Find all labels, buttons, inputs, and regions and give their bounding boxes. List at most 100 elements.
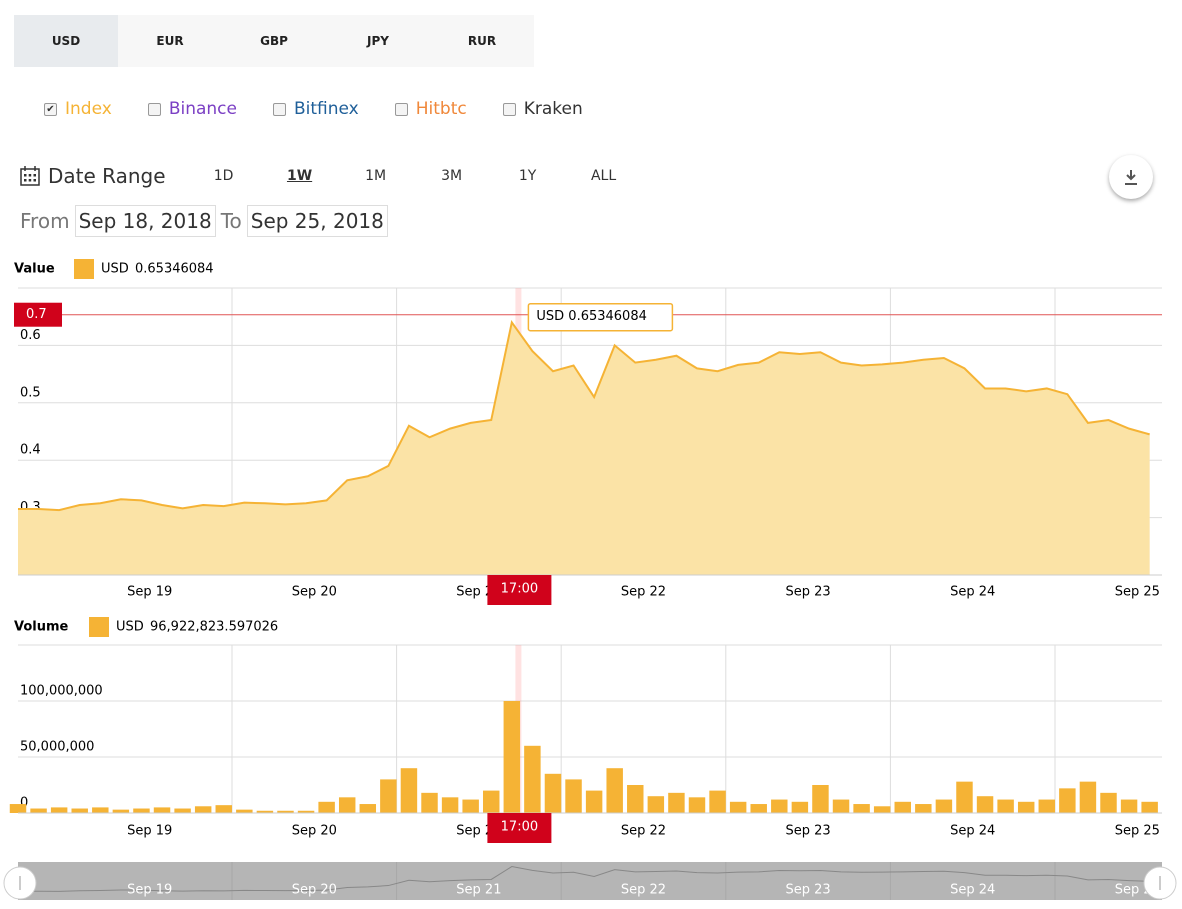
- navigator-tick-label: Sep 21: [456, 883, 501, 898]
- checkbox[interactable]: [394, 102, 408, 116]
- volume-bar: [71, 808, 88, 813]
- volume-bar: [1079, 781, 1097, 813]
- volume-bar: [585, 790, 603, 813]
- volume-bar: [400, 768, 418, 813]
- navigator-tick-label: Sep 23: [786, 883, 831, 898]
- range-option[interactable]: 1M: [365, 168, 387, 184]
- checkbox[interactable]: [147, 102, 161, 116]
- volume-bar: [153, 807, 171, 813]
- x-tick-label: Sep 24: [950, 824, 995, 839]
- exchange-option[interactable]: Bitfinex: [272, 99, 359, 119]
- volume-bar: [174, 808, 191, 813]
- volume-bar: [1038, 799, 1056, 813]
- x-tick-label: Sep 23: [786, 585, 831, 600]
- exchange-label: Kraken: [523, 99, 583, 119]
- checkbox[interactable]: ✔: [44, 102, 57, 116]
- x-tick-label: Sep 20: [292, 824, 337, 839]
- volume-bar: [318, 801, 335, 813]
- currency-tabs: USD EUR GBP JPY RUR: [14, 15, 534, 67]
- volume-bar: [483, 790, 500, 813]
- volume-bar: [853, 804, 870, 813]
- x-tick-label: Sep 23: [786, 824, 831, 839]
- volume-bar: [935, 799, 953, 813]
- exchange-option[interactable]: ✔ Index: [44, 99, 112, 119]
- volume-bar: [112, 809, 130, 813]
- volume-bar: [297, 810, 315, 813]
- x-tick-label: Sep 20: [292, 585, 337, 600]
- legend-name: USD: [116, 620, 144, 635]
- volume-bar: [1100, 792, 1117, 813]
- volume-bar: [1059, 788, 1076, 813]
- exchange-option[interactable]: Hitbtc: [394, 99, 467, 119]
- volume-bar: [668, 792, 685, 813]
- volume-bar: [915, 804, 932, 813]
- x-tick-label: Sep 22: [621, 585, 666, 600]
- y-tick-label: 0.5: [20, 385, 41, 400]
- volume-bar: [997, 799, 1014, 813]
- area-fill: [18, 322, 1150, 575]
- axis-title: Volume: [14, 620, 69, 635]
- volume-bar: [1120, 799, 1138, 813]
- volume-bar: [338, 797, 356, 813]
- volume-bar: [873, 806, 891, 813]
- volume-bar: [441, 797, 459, 813]
- volume-bar: [976, 796, 994, 813]
- currency-tab[interactable]: RUR: [430, 15, 534, 67]
- currency-tab[interactable]: USD: [14, 15, 118, 67]
- from-to: From Sep 18, 2018 To Sep 25, 2018: [20, 205, 393, 237]
- volume-bar: [771, 799, 788, 813]
- volume-bar: [30, 808, 47, 813]
- legend-name: USD: [101, 262, 129, 277]
- navigator-tick-label: Sep 20: [292, 883, 337, 898]
- to-input[interactable]: Sep 25, 2018: [246, 205, 388, 237]
- volume-bar: [194, 806, 212, 813]
- range-option[interactable]: 1W: [286, 168, 313, 184]
- x-tick-label: Sep 22: [621, 824, 666, 839]
- range-option[interactable]: 1D: [213, 168, 234, 184]
- exchange-option[interactable]: Kraken: [502, 99, 583, 119]
- from-input[interactable]: Sep 18, 2018: [74, 205, 216, 237]
- currency-tab[interactable]: EUR: [118, 15, 222, 67]
- volume-bar: [256, 810, 274, 813]
- volume-bar: [133, 808, 150, 813]
- volume-bar: [709, 790, 726, 813]
- volume-bar: [606, 768, 623, 813]
- exchange-label: Bitfinex: [293, 99, 359, 119]
- exchange-filters: ✔ Index Binance Bitfinex Hitbtc Kraken: [44, 99, 619, 119]
- legend-swatch: [74, 259, 94, 279]
- x-tick-label: Sep 19: [127, 585, 172, 600]
- volume-bar: [215, 805, 232, 813]
- navigator-tick-label: Sep 19: [127, 883, 172, 898]
- y-tick-label: 50,000,000: [20, 740, 94, 755]
- range-option[interactable]: ALL: [590, 168, 617, 184]
- checkbox[interactable]: [502, 102, 516, 116]
- exchange-label: Binance: [168, 99, 237, 119]
- volume-bar: [544, 773, 562, 813]
- volume-bar: [236, 809, 253, 813]
- exchange-label: Hitbtc: [415, 99, 467, 119]
- volume-bar: [380, 779, 397, 813]
- volume-bar: [92, 807, 109, 813]
- from-label: From: [20, 209, 70, 233]
- currency-tab[interactable]: GBP: [222, 15, 326, 67]
- checkbox[interactable]: [272, 102, 286, 116]
- range-option[interactable]: 1Y: [518, 168, 537, 184]
- navigator-line: [18, 866, 1150, 892]
- download-button[interactable]: [1109, 155, 1153, 199]
- volume-bar: [1141, 801, 1158, 813]
- exchange-option[interactable]: Binance: [147, 99, 237, 119]
- download-icon: [1125, 170, 1137, 185]
- volume-bar: [894, 801, 911, 813]
- volume-bar: [503, 701, 521, 813]
- volume-bar: [565, 779, 582, 813]
- range-option[interactable]: 3M: [441, 168, 463, 184]
- volume-bar: [9, 804, 27, 813]
- x-tick-label: Sep 25: [1115, 824, 1160, 839]
- navigator-tick-label: Sep 24: [950, 883, 995, 898]
- value-line: [18, 320, 1150, 512]
- volume-bar: [277, 810, 294, 813]
- crosshair-y-label: 0.7: [26, 307, 47, 322]
- x-tick-label: Sep 24: [950, 585, 995, 600]
- currency-tab[interactable]: JPY: [326, 15, 430, 67]
